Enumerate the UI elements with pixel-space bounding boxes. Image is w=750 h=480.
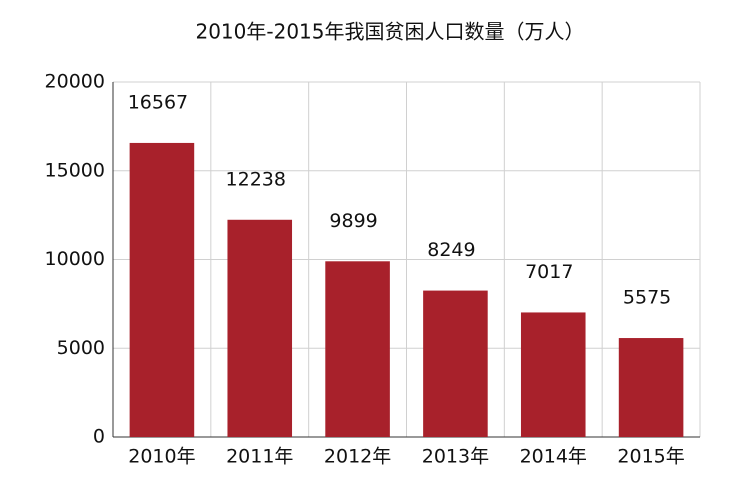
- bar: [520, 312, 586, 437]
- x-tick-label: 2013年: [422, 446, 489, 468]
- bar: [618, 338, 684, 437]
- bar: [325, 261, 390, 437]
- y-tick-label: 5000: [57, 337, 105, 359]
- x-tick-label: 2015年: [617, 446, 684, 468]
- bar: [129, 142, 195, 438]
- x-tick-label: 2011年: [226, 446, 293, 468]
- bar: [227, 219, 293, 437]
- y-tick-label: 10000: [45, 248, 105, 270]
- data-label: 8249: [427, 239, 475, 261]
- data-label: 12238: [226, 168, 286, 190]
- y-tick-label: 15000: [45, 159, 105, 181]
- y-tick-label: 0: [93, 426, 105, 448]
- data-label: 9899: [329, 210, 377, 232]
- x-tick-label: 2014年: [520, 446, 587, 468]
- x-tick-label: 2010年: [128, 446, 195, 468]
- data-label: 5575: [623, 287, 671, 309]
- y-tick-label: 20000: [45, 71, 105, 93]
- data-label: 16567: [128, 91, 188, 113]
- x-tick-label: 2012年: [324, 446, 391, 468]
- chart-title: 2010年-2015年我国贫困人口数量（万人）: [195, 20, 584, 44]
- bar: [423, 290, 488, 437]
- data-label: 7017: [525, 261, 573, 283]
